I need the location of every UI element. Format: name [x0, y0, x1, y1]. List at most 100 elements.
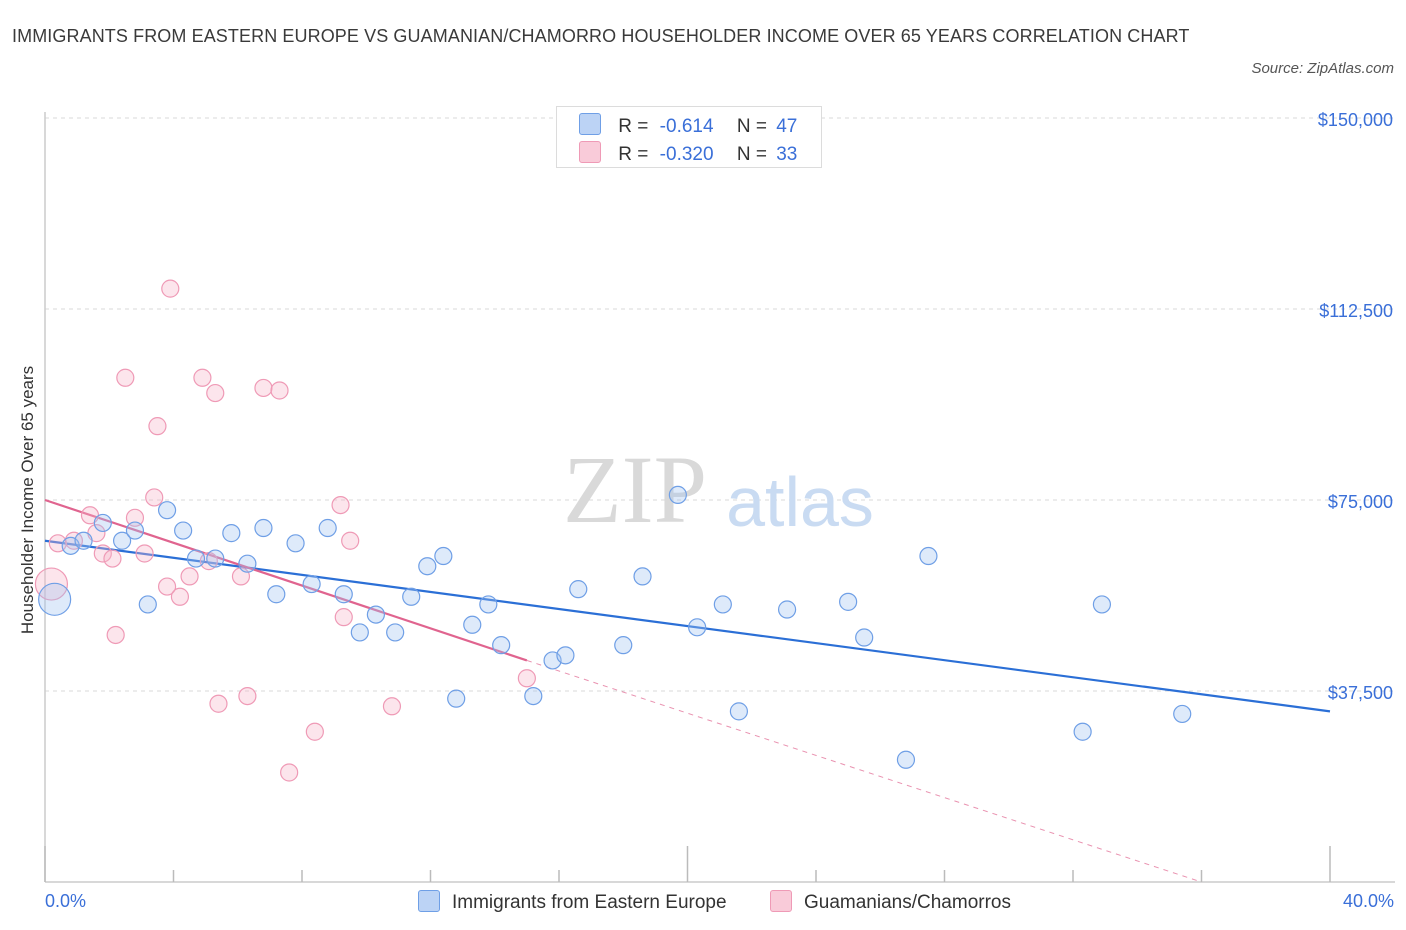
series-legend-eastern-europe: Immigrants from Eastern Europe — [418, 890, 727, 914]
point-guamanian — [270, 381, 289, 400]
point-guamanian — [305, 722, 324, 741]
y-tick-labels: $150,000 $112,500 $75,000 $37,500 — [1318, 110, 1393, 703]
point-eastern-europe — [38, 582, 72, 616]
series-swatch-blue — [418, 890, 440, 912]
legend-r-label: R = — [618, 144, 649, 165]
point-guamanian — [382, 697, 402, 716]
point-eastern-europe — [302, 574, 321, 594]
legend-n-value: 47 — [776, 116, 798, 137]
legend-r-value: -0.320 — [659, 144, 714, 165]
y-axis-title: Householder Income Over 65 years — [18, 365, 37, 635]
point-eastern-europe — [919, 546, 938, 566]
x-tick-label-max: 40.0% — [1342, 891, 1394, 911]
legend-r-label: R = — [618, 116, 649, 137]
point-eastern-europe — [125, 521, 145, 540]
point-eastern-europe — [366, 605, 385, 624]
point-eastern-europe — [267, 585, 286, 604]
point-eastern-europe — [447, 689, 466, 708]
x-tick-label-min: 0.0% — [45, 891, 87, 911]
point-guamanian — [280, 763, 299, 782]
point-eastern-europe — [286, 534, 305, 553]
point-eastern-europe — [524, 686, 543, 706]
series-name-eastern-europe: Immigrants from Eastern Europe — [452, 892, 727, 913]
legend-swatch-blue — [579, 113, 601, 135]
point-eastern-europe — [1173, 704, 1192, 724]
point-guamanian — [170, 587, 190, 606]
legend-n-value: 33 — [776, 144, 798, 165]
point-guamanian — [254, 378, 273, 398]
series-legend: Immigrants from Eastern Europe Guamanian… — [0, 890, 1406, 916]
point-guamanian — [180, 567, 199, 586]
point-eastern-europe — [839, 592, 858, 611]
trend-line-guamanian-extension — [526, 659, 1202, 883]
point-eastern-europe — [318, 518, 337, 538]
point-guamanian — [145, 488, 164, 507]
point-eastern-europe — [418, 557, 437, 576]
y-tick-label: $37,500 — [1328, 683, 1393, 703]
trend-line-guamanian — [44, 498, 528, 662]
trend-line-eastern-europe — [44, 539, 1331, 713]
point-eastern-europe — [174, 521, 193, 540]
point-guamanian — [135, 544, 154, 563]
point-eastern-europe — [729, 702, 749, 721]
point-eastern-europe — [350, 623, 369, 642]
series-name-guamanian: Guamanians/Chamorros — [804, 892, 1011, 913]
point-eastern-europe — [633, 567, 652, 586]
series-legend-guamanian: Guamanians/Chamorros — [770, 890, 1011, 914]
point-guamanian — [106, 625, 125, 645]
trend-lines — [44, 498, 1331, 883]
y-axis-title-wrap: Householder Income Over 65 years — [16, 200, 40, 800]
point-eastern-europe — [74, 531, 93, 550]
point-guamanian — [334, 608, 353, 627]
point-eastern-europe — [896, 750, 916, 769]
point-guamanian — [148, 417, 167, 436]
point-guamanian — [341, 531, 360, 550]
point-eastern-europe — [569, 580, 588, 599]
point-eastern-europe — [1092, 595, 1112, 614]
point-eastern-europe — [238, 554, 257, 573]
point-eastern-europe — [93, 513, 112, 533]
point-eastern-europe — [556, 646, 575, 665]
point-eastern-europe — [668, 485, 687, 505]
point-eastern-europe — [688, 618, 707, 637]
source-note: Source: ZipAtlas.com — [1251, 60, 1394, 77]
point-eastern-europe — [138, 595, 157, 614]
point-guamanian — [157, 577, 177, 596]
point-guamanian — [517, 669, 536, 688]
legend-n-label: N = — [736, 116, 767, 137]
legend-n-label: N = — [736, 144, 767, 165]
legend-swatch-pink — [579, 141, 601, 163]
point-guamanian — [116, 368, 135, 387]
watermark: ZIP atlas — [563, 436, 874, 543]
point-eastern-europe — [112, 531, 132, 550]
point-eastern-europe — [479, 595, 498, 614]
point-eastern-europe — [463, 615, 482, 634]
axes — [44, 112, 1395, 883]
stats-legend: R = -0.614 N = 47 R = -0.320 N = 33 — [556, 106, 822, 168]
point-eastern-europe — [402, 587, 421, 606]
point-guamanian — [125, 508, 145, 527]
point-eastern-europe — [386, 623, 405, 642]
point-guamanian — [193, 368, 212, 387]
legend-r-value: -0.614 — [659, 116, 714, 137]
series-swatch-pink — [770, 890, 792, 912]
point-guamanian — [331, 495, 350, 515]
point-eastern-europe — [855, 628, 874, 647]
data-points — [34, 279, 1192, 782]
point-guamanian — [206, 383, 225, 403]
point-eastern-europe — [206, 549, 225, 568]
point-eastern-europe — [777, 600, 797, 619]
watermark-atlas: atlas — [726, 463, 874, 541]
point-eastern-europe — [614, 636, 633, 655]
point-eastern-europe — [334, 585, 353, 604]
point-eastern-europe — [1073, 722, 1092, 741]
point-guamanian — [93, 544, 112, 563]
point-eastern-europe — [254, 518, 273, 538]
chart-title: IMMIGRANTS FROM EASTERN EUROPE VS GUAMAN… — [12, 26, 1190, 46]
y-tick-label: $112,500 — [1319, 301, 1393, 321]
watermark-zip: ZIP — [563, 436, 707, 543]
y-tick-label: $75,000 — [1328, 492, 1393, 512]
point-eastern-europe — [222, 524, 241, 543]
point-guamanian — [238, 686, 257, 706]
